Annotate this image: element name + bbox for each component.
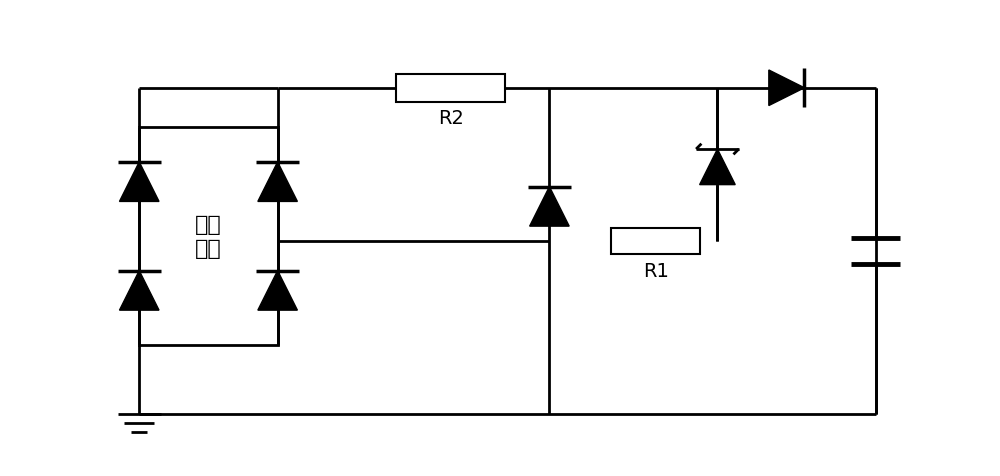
Bar (611, 228, 700, 254)
Polygon shape (119, 162, 159, 202)
Text: R2: R2 (438, 109, 464, 127)
Polygon shape (119, 271, 159, 310)
Bar (396, 75, 505, 102)
Polygon shape (258, 271, 297, 310)
Text: 交流
输入: 交流 输入 (195, 215, 222, 258)
Polygon shape (530, 187, 569, 227)
Polygon shape (258, 162, 297, 202)
Polygon shape (769, 71, 804, 106)
Bar (139, 128, 278, 345)
Text: R1: R1 (643, 261, 669, 280)
Polygon shape (700, 150, 735, 185)
